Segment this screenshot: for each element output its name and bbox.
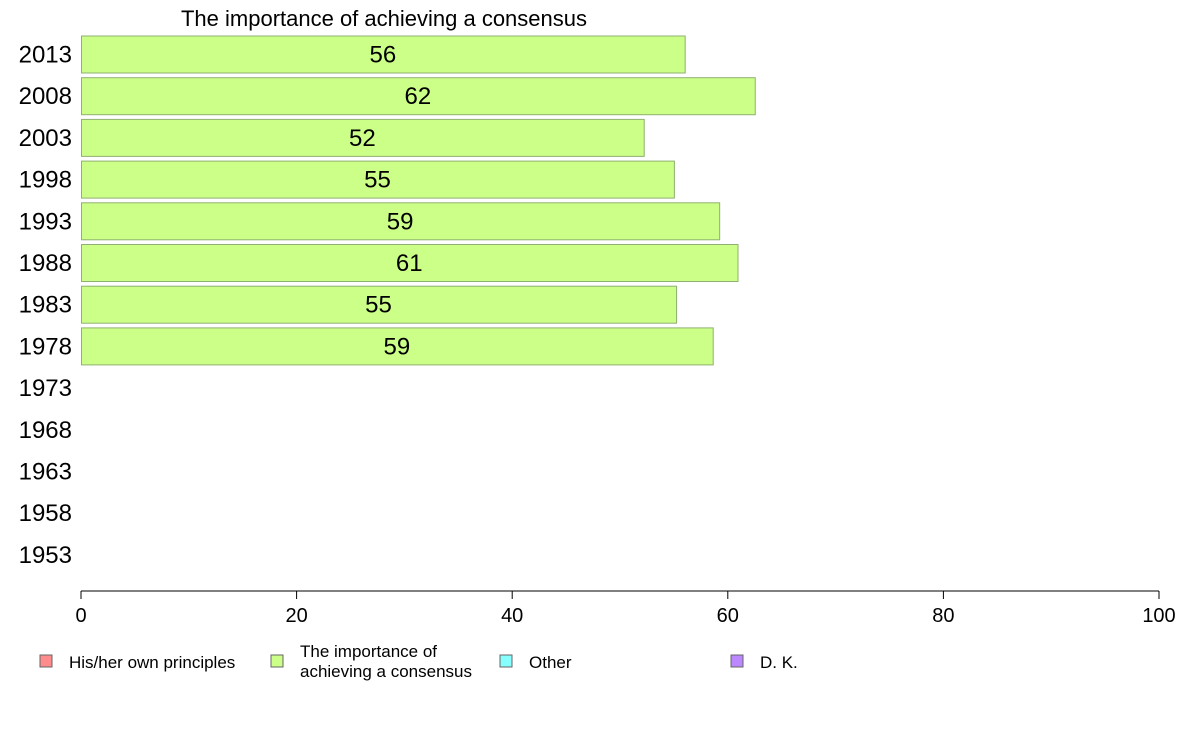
category-label-1988: 1988 [19,250,72,277]
chart-title: The importance of achieving a consensus [181,6,587,31]
value-label-1993: 59 [387,208,414,235]
category-label-1958: 1958 [19,500,72,527]
category-label-2013: 2013 [19,42,72,69]
value-label-1978: 59 [384,333,411,360]
value-label-2003: 52 [349,125,376,152]
category-label-1953: 1953 [19,542,72,569]
bar-2008 [81,77,756,116]
legend-swatch-1 [270,654,284,668]
bar-1993 [81,202,721,241]
x-tick-label-80: 80 [932,605,954,627]
bar-1998 [81,160,675,199]
legend-label-1-0: The importance of [300,642,437,661]
legend-label-3-0: D. K. [760,653,798,672]
bar-1978 [81,327,714,366]
category-label-1978: 1978 [19,333,72,360]
category-label-2008: 2008 [19,83,72,110]
value-label-1983: 55 [365,292,392,319]
legend-label-0-0: His/her own principles [69,653,235,672]
category-label-1983: 1983 [19,292,72,319]
bar-1983 [81,285,678,324]
value-label-1998: 55 [364,167,391,194]
value-label-2008: 62 [405,83,432,110]
bar-2003 [81,118,645,157]
x-tick-label-20: 20 [285,605,307,627]
legend-label-1-1: achieving a consensus [300,662,472,681]
category-label-1963: 1963 [19,459,72,486]
x-axis: 0 20 40 60 80 100 [75,590,1176,627]
value-label-2013: 56 [369,42,396,69]
value-label-1988: 61 [396,250,423,277]
x-tick-label-100: 100 [1142,605,1175,627]
legend-swatch-3 [730,654,744,668]
bar-2013 [81,35,686,74]
legend-label-2-0: Other [529,653,572,672]
x-tick-label-60: 60 [717,605,739,627]
category-label-1998: 1998 [19,167,72,194]
legend-swatch-2 [499,654,513,668]
bar-1988 [81,244,739,282]
category-label-1973: 1973 [19,375,72,402]
category-labels: 2013 2008 2003 1998 1993 1988 1983 1978 1973 1968… [19,42,72,569]
bars [81,35,756,366]
category-label-1993: 1993 [19,208,72,235]
legend: His/her own principles The importance ofa… [39,642,798,681]
legend-swatch-0 [39,654,53,668]
x-tick-label-0: 0 [75,605,86,627]
category-label-2003: 2003 [19,125,72,152]
category-label-1968: 1968 [19,417,72,444]
x-tick-label-40: 40 [501,605,523,627]
